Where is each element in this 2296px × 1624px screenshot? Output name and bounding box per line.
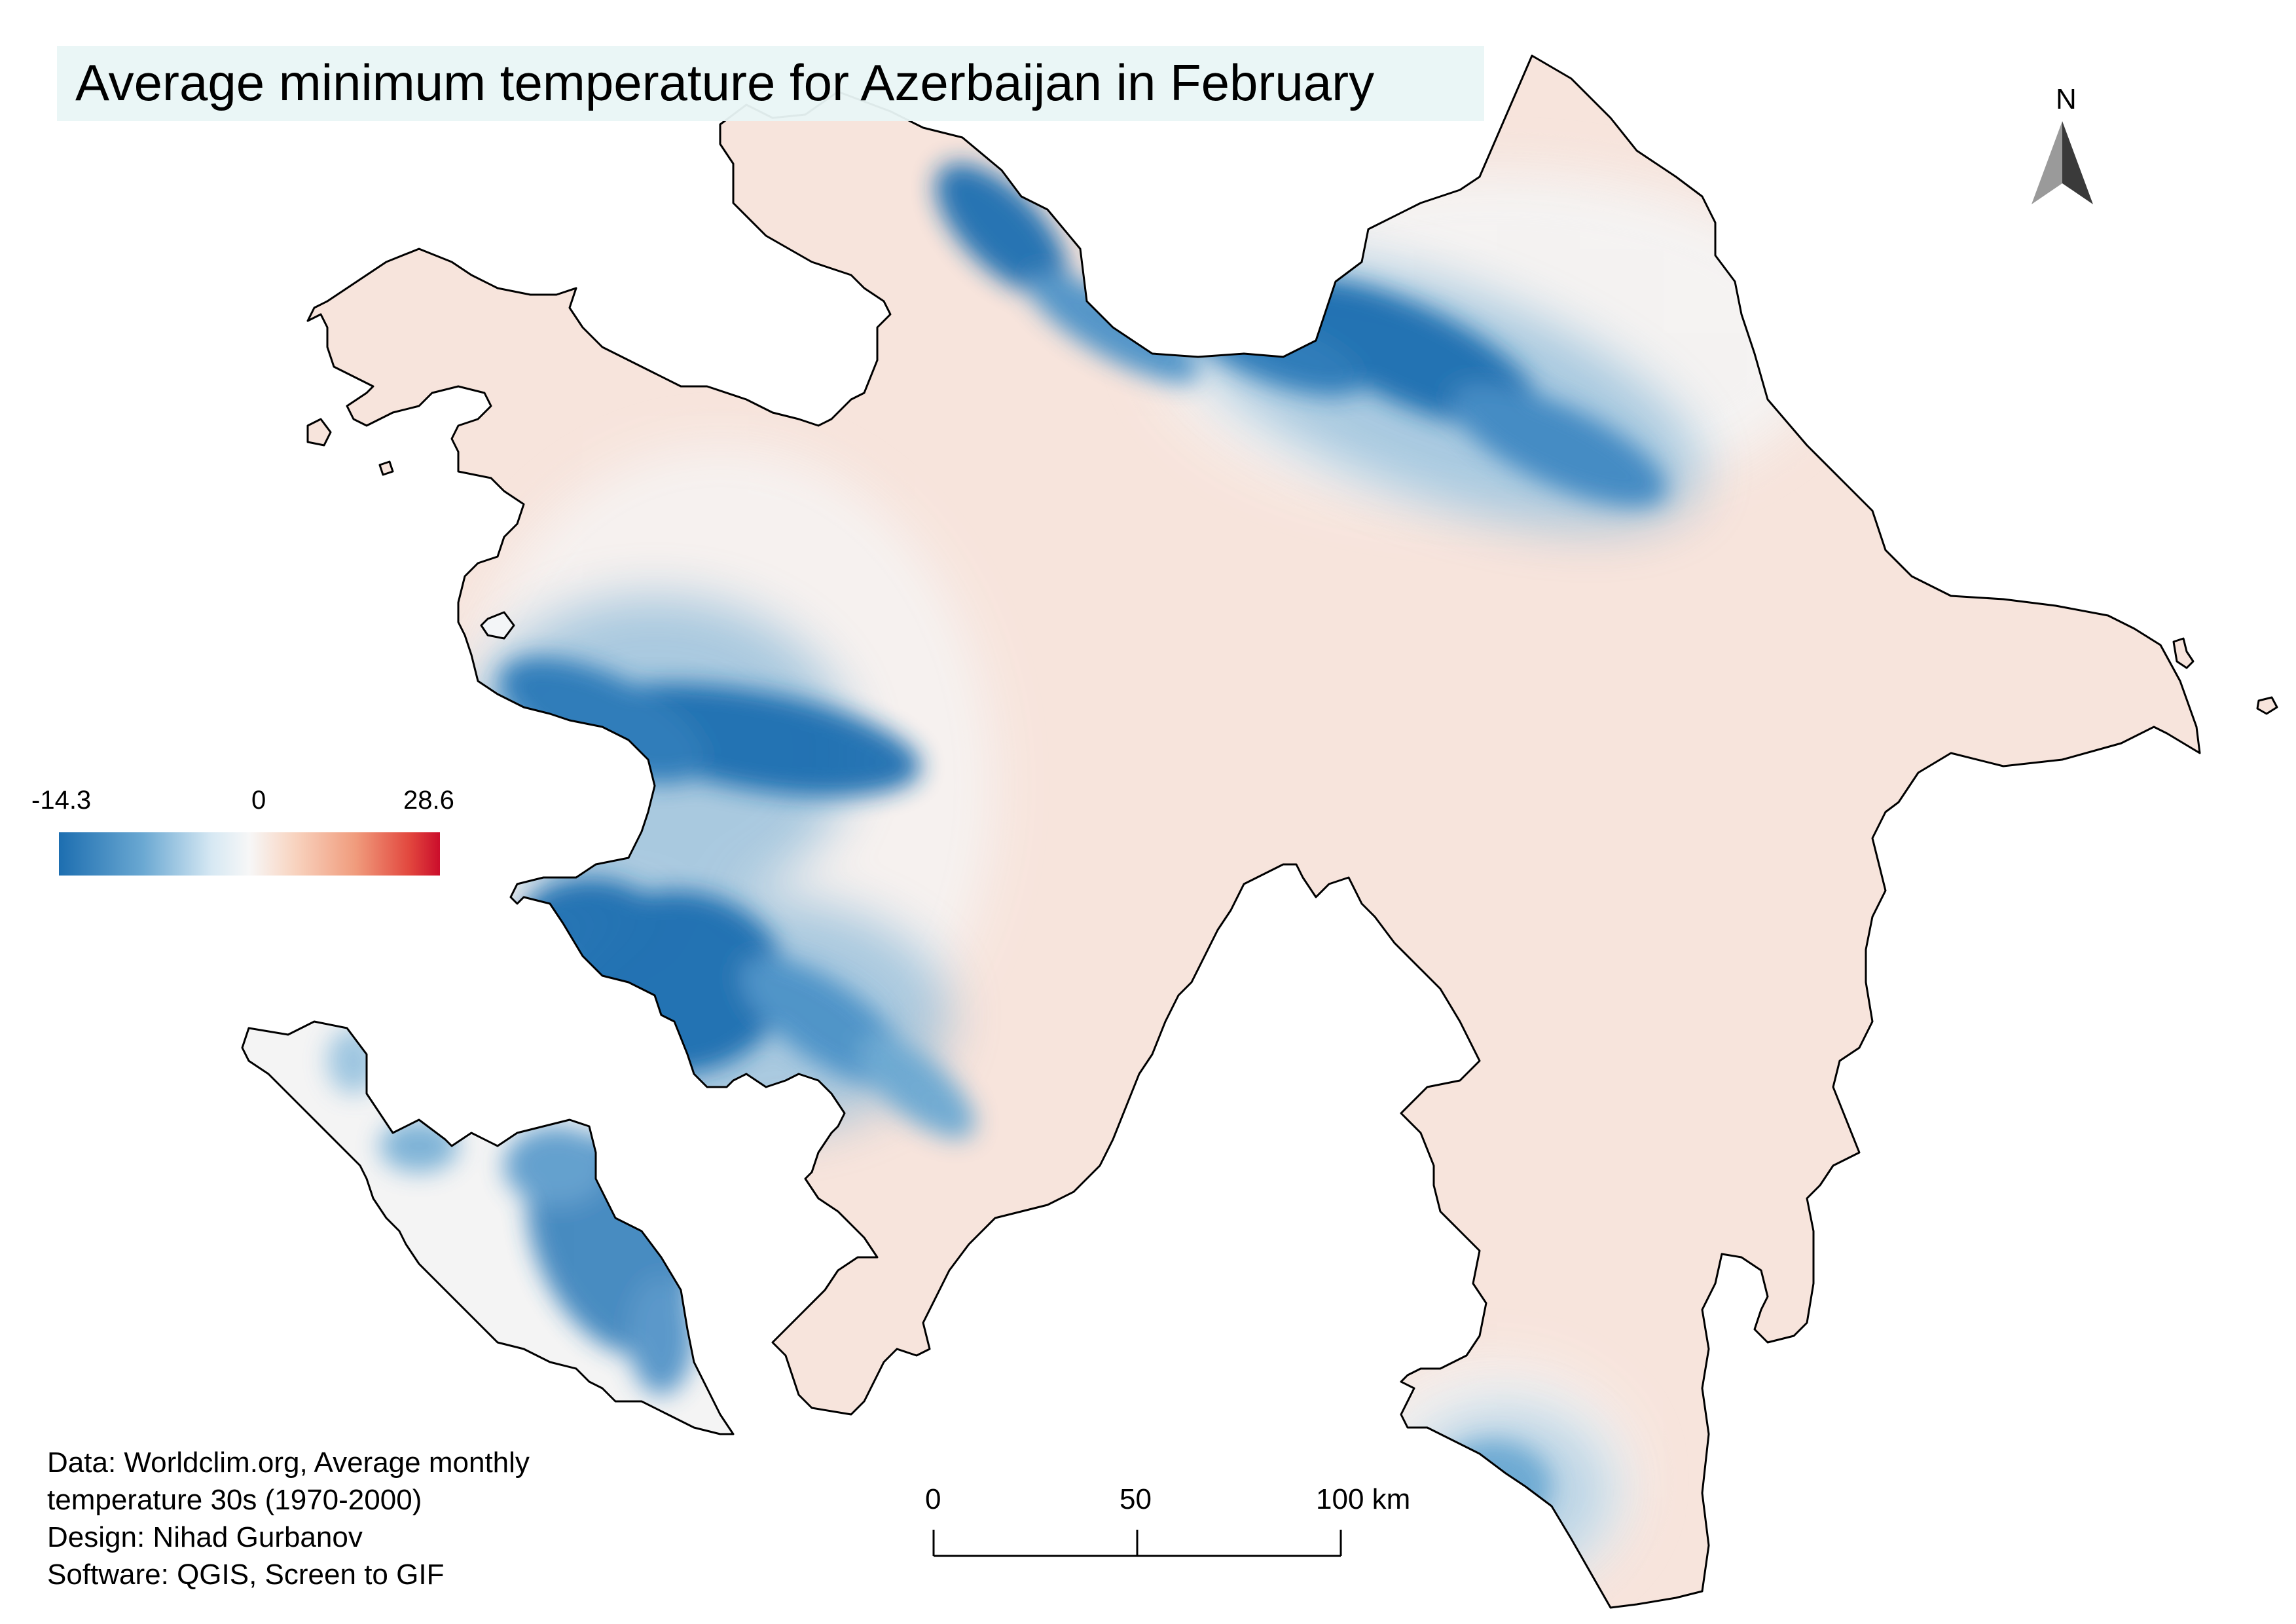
title-background [57, 46, 1484, 121]
scale-label-100: 100 km [1316, 1483, 1411, 1515]
scale-bar [932, 1530, 1342, 1557]
map-title: Average minimum temperature for Azerbaij… [75, 54, 1375, 111]
scale-label-0: 0 [925, 1483, 941, 1515]
credit-line-data: Data: Worldclim.org, Average monthly [47, 1447, 530, 1479]
north-label: N [2056, 83, 2077, 115]
country-boundaries [241, 54, 2278, 1609]
legend-color-ramp [59, 832, 440, 876]
legend-max-label: 28.6 [403, 786, 454, 815]
legend-min-label: -14.3 [31, 786, 92, 815]
north-arrow-icon [2032, 121, 2093, 204]
credit-line-design: Design: Nihad Gurbanov [47, 1521, 363, 1553]
scale-label-50: 50 [1120, 1483, 1152, 1515]
legend-mid-label: 0 [251, 786, 266, 815]
credits: Data: Worldclim.org, Average monthly tem… [47, 1444, 530, 1593]
credit-line-dataset: temperature 30s (1970-2000) [47, 1484, 422, 1516]
credit-line-software: Software: QGIS, Screen to GIF [47, 1559, 445, 1591]
